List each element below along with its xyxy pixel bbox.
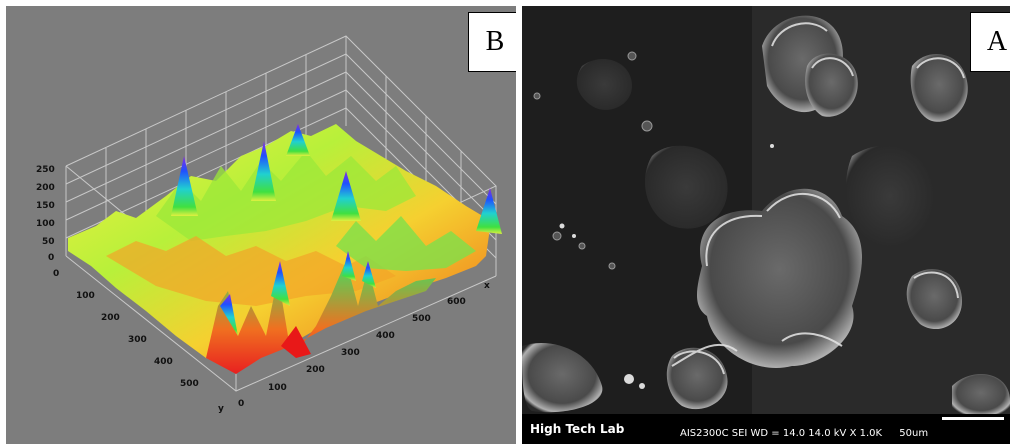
z-tick: 250 [36,165,55,175]
z-tick: 200 [36,183,55,193]
surface-plot-panel: 250 200 150 100 50 0 0 100 200 300 400 5… [6,6,516,444]
z-tick: 100 [36,219,55,229]
y-tick: 0 [53,269,59,279]
sem-info-bar: High Tech Lab AIS2300C SEI WD = 14.0 14.… [522,414,1010,444]
z-tick: 0 [48,253,54,263]
y-tick: 200 [101,313,120,323]
x-tick: 400 [376,331,395,341]
surface-plot: 250 200 150 100 50 0 0 100 200 300 400 5… [36,35,502,414]
scale-label: 50um [899,428,929,439]
y-axis-label: y [218,404,224,414]
y-tick: 100 [76,291,95,301]
x-tick: 0 [238,399,244,409]
sem-image [522,6,1010,444]
panel-label-b: B [468,12,516,72]
x-axis-ticks: 0 100 200 300 400 500 600 x [238,281,490,409]
z-tick: 150 [36,201,55,211]
z-tick: 50 [42,237,55,247]
y-tick: 300 [128,335,147,345]
y-tick: 500 [180,379,199,389]
scale-bar [942,417,1004,420]
sem-settings: AIS2300C SEI WD = 14.0 14.0 kV X 1.0K [680,428,883,439]
x-axis-label: x [484,281,490,291]
y-axis-ticks: 0 100 200 300 400 500 y [53,269,224,414]
z-axis-ticks: 250 200 150 100 50 0 [36,165,55,263]
x-tick: 300 [341,348,360,358]
sem-micrograph-panel: A High Tech Lab AIS2300C SEI WD = 14.0 1… [522,6,1010,444]
sem-parameters: AIS2300C SEI WD = 14.0 14.0 kV X 1.0K 50… [680,428,928,439]
surface-mesh [68,124,502,374]
lab-name: High Tech Lab [530,422,625,436]
x-tick: 200 [306,365,325,375]
y-tick: 400 [154,357,173,367]
x-tick: 500 [412,314,431,324]
panel-label-a: A [970,12,1010,72]
x-tick: 600 [447,297,466,307]
x-tick: 100 [268,383,287,393]
